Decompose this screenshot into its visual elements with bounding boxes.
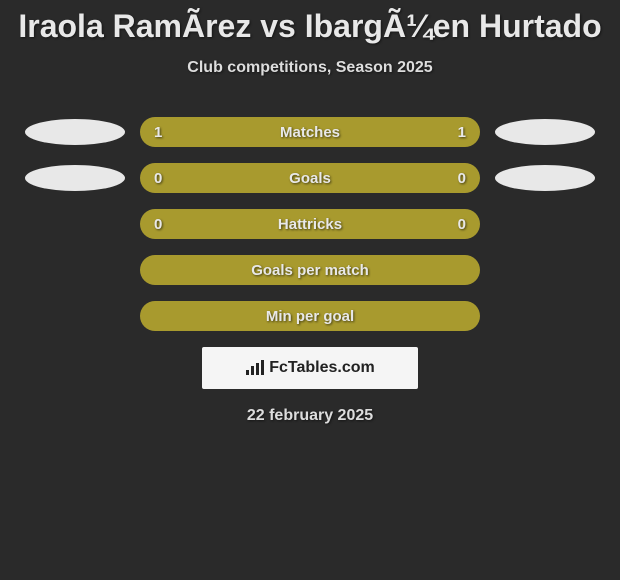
stat-value-left: 1 bbox=[154, 124, 162, 141]
stat-value-right: 1 bbox=[458, 124, 466, 141]
stat-label: Goals per match bbox=[251, 262, 369, 279]
stat-row: 1 Matches 1 bbox=[0, 117, 620, 147]
comparison-subtitle: Club competitions, Season 2025 bbox=[0, 59, 620, 77]
stat-label: Matches bbox=[280, 124, 340, 141]
attribution-badge: FcTables.com bbox=[202, 347, 418, 389]
stat-label: Hattricks bbox=[278, 216, 342, 233]
chart-icon bbox=[245, 360, 265, 376]
stat-bar: Goals per match bbox=[140, 255, 480, 285]
left-ellipse bbox=[25, 165, 125, 191]
left-ellipse bbox=[25, 119, 125, 145]
stat-bar: 0 Hattricks 0 bbox=[140, 209, 480, 239]
stat-label: Min per goal bbox=[266, 308, 354, 325]
attribution-text: FcTables.com bbox=[269, 359, 375, 377]
stat-row: Min per goal bbox=[0, 301, 620, 331]
stat-bar: 1 Matches 1 bbox=[140, 117, 480, 147]
stat-row: 0 Goals 0 bbox=[0, 163, 620, 193]
stat-value-left: 0 bbox=[154, 216, 162, 233]
stat-row: Goals per match bbox=[0, 255, 620, 285]
right-ellipse bbox=[495, 165, 595, 191]
stat-bar: 0 Goals 0 bbox=[140, 163, 480, 193]
stat-bar: Min per goal bbox=[140, 301, 480, 331]
stat-rows: 1 Matches 1 0 Goals 0 0 Hattricks 0 Goals per mat… bbox=[0, 117, 620, 331]
stat-label: Goals bbox=[289, 170, 331, 187]
stat-value-right: 0 bbox=[458, 170, 466, 187]
right-ellipse bbox=[495, 119, 595, 145]
comparison-title: Iraola RamÃ­rez vs IbargÃ¼en Hurtado bbox=[0, 0, 620, 45]
stat-value-left: 0 bbox=[154, 170, 162, 187]
stat-row: 0 Hattricks 0 bbox=[0, 209, 620, 239]
date-text: 22 february 2025 bbox=[0, 407, 620, 425]
stat-value-right: 0 bbox=[458, 216, 466, 233]
